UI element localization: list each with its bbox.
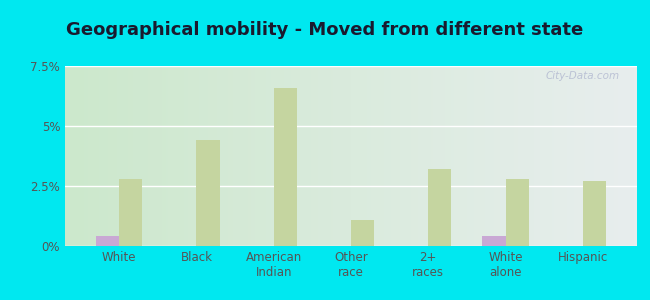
Text: Geographical mobility - Moved from different state: Geographical mobility - Moved from diffe… (66, 21, 584, 39)
Bar (274, 88, 297, 246)
Bar (482, 236, 506, 246)
Bar (428, 169, 452, 246)
Bar (351, 220, 374, 246)
Bar (119, 179, 142, 246)
Text: City-Data.com: City-Data.com (546, 71, 620, 81)
Bar (506, 179, 529, 246)
Bar (583, 181, 606, 246)
Bar (96, 236, 119, 246)
Bar (196, 140, 220, 246)
